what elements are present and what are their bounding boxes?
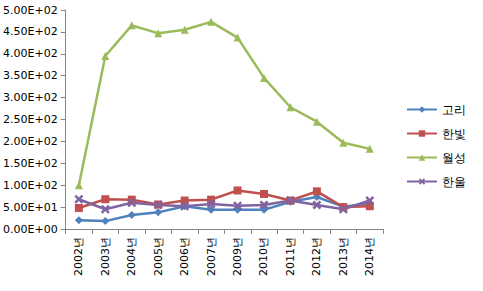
svg-text:5.00E+02: 5.00E+02 (3, 4, 58, 17)
svg-text:2004년: 2004년 (125, 237, 138, 276)
svg-text:2006년: 2006년 (178, 237, 191, 276)
svg-text:1.50E+02: 1.50E+02 (3, 157, 58, 170)
svg-text:5.00E+01: 5.00E+01 (3, 201, 58, 214)
svg-text:4.50E+02: 4.50E+02 (3, 25, 58, 38)
svg-text:2010년: 2010년 (257, 237, 270, 276)
svg-text:2013년: 2013년 (337, 237, 350, 276)
svg-text:2007년: 2007년 (205, 237, 218, 276)
svg-text:2.50E+02: 2.50E+02 (3, 113, 58, 126)
svg-text:월성: 월성 (442, 151, 466, 165)
svg-text:한빛: 한빛 (442, 127, 466, 141)
svg-text:2014년: 2014년 (363, 237, 376, 276)
svg-text:2002년: 2002년 (72, 237, 85, 276)
svg-text:1.00E+02: 1.00E+02 (3, 179, 58, 192)
svg-text:2011년: 2011년 (284, 237, 297, 276)
svg-text:한울: 한울 (442, 175, 466, 189)
svg-text:3.00E+02: 3.00E+02 (3, 91, 58, 104)
svg-text:0.00E+00: 0.00E+00 (3, 223, 58, 236)
svg-text:2009년: 2009년 (231, 237, 244, 276)
svg-text:고리: 고리 (442, 103, 466, 117)
svg-text:4.00E+02: 4.00E+02 (3, 47, 58, 60)
svg-text:3.50E+02: 3.50E+02 (3, 69, 58, 82)
svg-text:2003년: 2003년 (99, 237, 112, 276)
svg-text:2.00E+02: 2.00E+02 (3, 135, 58, 148)
svg-text:2012년: 2012년 (310, 237, 323, 276)
svg-text:2005년: 2005년 (152, 237, 165, 276)
